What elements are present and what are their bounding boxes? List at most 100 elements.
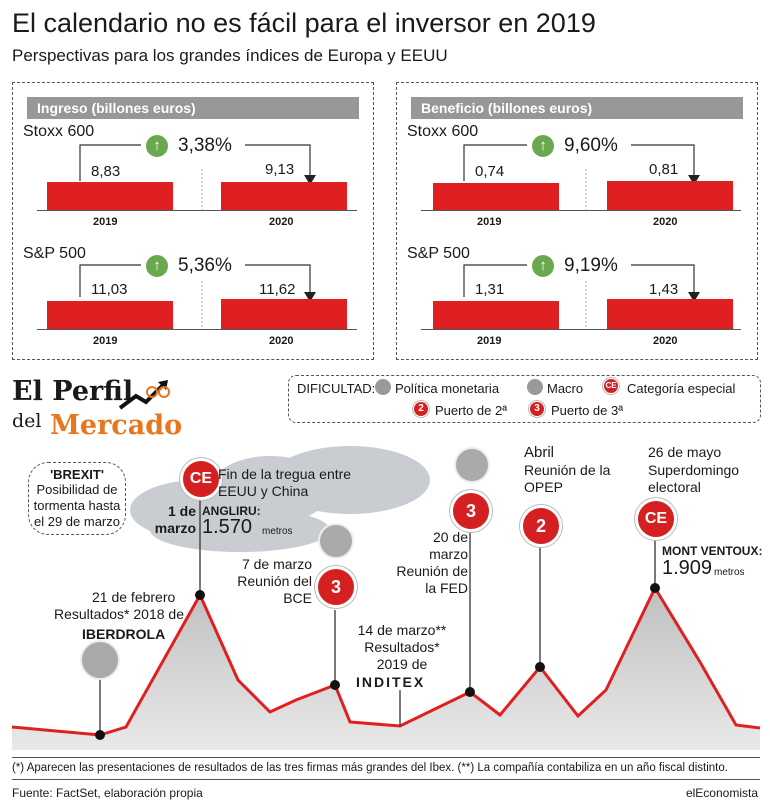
fed-label: 20 de marzo Reunión de la FED	[396, 529, 468, 596]
data-label: 11,62	[259, 281, 296, 298]
opep-date: Abril	[524, 444, 555, 461]
baseline	[421, 210, 741, 211]
brexit-title: 'BREXIT'	[50, 467, 104, 482]
data-label: 1,43	[649, 281, 679, 298]
arrow-up-icon: ↑	[146, 255, 168, 277]
stage-profile	[11, 446, 761, 750]
angliru-name: ANGLIRU:	[202, 504, 261, 518]
arrow-up-icon: ↑	[532, 135, 554, 157]
ingreso-panel-title: Ingreso (billones euros)	[27, 97, 359, 119]
change-label: 3,38%	[178, 135, 232, 156]
opep-text: Reunión de la OPEP	[524, 462, 611, 495]
change-connector	[463, 144, 700, 327]
coins-icon	[318, 523, 354, 559]
beneficio-panel-title: Beneficio (billones euros)	[411, 97, 743, 119]
legend-item: Política monetaria	[395, 381, 500, 396]
tick-label: 2019	[477, 216, 502, 228]
series-name: S&P 500	[23, 245, 86, 262]
change-connector	[79, 144, 316, 327]
tick-label: 2020	[269, 216, 294, 228]
brand-line1: El Perfil	[12, 376, 134, 407]
legend-item: Puerto de 3ª	[551, 403, 624, 418]
tick-label: 2020	[653, 216, 678, 228]
data-label: 8,83	[91, 163, 121, 180]
data-label: 9,13	[265, 161, 295, 178]
puerto-3-badge-icon: 3	[450, 490, 492, 532]
ventoux-altitude: 1.909	[662, 557, 713, 579]
beneficio-panel: Beneficio (billones euros) Stoxx 600 ↑ 9…	[396, 82, 758, 360]
legend-item: Puerto de 2ª	[435, 403, 508, 418]
trend-icon	[80, 640, 120, 680]
iberdrola-text: Resultados* 2018 de	[54, 606, 184, 622]
bar-beneficio-stoxx-2019	[433, 183, 559, 210]
puerto-2-badge-icon: 2	[413, 401, 429, 417]
inditex-text: Resultados* 2019 de	[364, 639, 440, 672]
tick-label: 2019	[93, 335, 118, 347]
bar-ingreso-stoxx-2019	[47, 182, 173, 210]
bar-ingreso-stoxx-2020	[221, 182, 347, 210]
trend-icon	[527, 379, 543, 395]
ingreso-panel: Ingreso (billones euros) Stoxx 600 ↑ 3,3…	[12, 82, 374, 360]
change-label: 5,36%	[178, 255, 232, 276]
mayo-date: 26 de mayo	[648, 444, 722, 460]
cyclist-logo-icon	[118, 380, 170, 410]
bar-beneficio-sp-2020	[607, 299, 733, 329]
ce-badge-icon: CE	[635, 498, 677, 540]
data-label: 0,74	[475, 163, 505, 180]
tick-label: 2020	[653, 335, 678, 347]
mayo-text: Superdomingo electoral	[648, 462, 740, 495]
puerto-3-badge-icon: 3	[315, 566, 357, 608]
footnote: (*) Aparecen las presentaciones de resul…	[12, 762, 728, 774]
baseline	[421, 329, 741, 330]
arrow-up-icon: ↑	[146, 135, 168, 157]
baseline	[37, 329, 357, 330]
metros-label: metros	[262, 526, 293, 537]
mountain-area	[12, 588, 760, 750]
footer-rule	[12, 779, 760, 780]
data-label: 0,81	[649, 161, 679, 178]
metros-label: metros	[714, 567, 745, 578]
bar-ingreso-sp-2020	[221, 299, 347, 329]
tick-label: 2019	[93, 216, 118, 228]
tick-label: 2020	[269, 335, 294, 347]
coins-icon	[375, 379, 391, 395]
storm-cloud-icon	[130, 446, 430, 552]
legend-item: Categoría especial	[627, 381, 736, 396]
bar-ingreso-sp-2019	[47, 301, 173, 329]
angliru-altitude: 1.570	[202, 516, 253, 538]
brand-line3: Mercado	[50, 410, 183, 441]
change-label: 9,60%	[564, 135, 618, 156]
tick-label: 2019	[477, 335, 502, 347]
page-title: El calendario no es fácil para el invers…	[12, 8, 596, 38]
series-name: Stoxx 600	[23, 123, 95, 140]
brexit-text: Posibilidad de tormenta hasta el 29 de m…	[33, 482, 121, 529]
ce-badge-icon: CE	[603, 378, 619, 394]
publisher: elEconomista	[685, 786, 758, 800]
puerto-2-badge-icon: 2	[520, 505, 562, 547]
iberdrola-date: 21 de febrero	[92, 589, 176, 605]
coins-icon	[454, 447, 490, 483]
inditex-date: 14 de marzo**	[357, 622, 447, 638]
puerto-3-badge-icon: 3	[529, 401, 545, 417]
brexit-callout: 'BREXIT' Posibilidad de tormenta hasta e…	[28, 462, 126, 535]
iberdrola-logo: IBERDROLA	[82, 626, 166, 642]
legend-item: Macro	[547, 381, 584, 396]
series-name: S&P 500	[407, 245, 470, 262]
bar-beneficio-stoxx-2020	[607, 181, 733, 210]
ventoux-name: MONT VENTOUX:	[662, 544, 763, 558]
baseline	[37, 210, 357, 211]
source: Fuente: FactSet, elaboración propia	[12, 786, 203, 800]
ce-badge-icon: CE	[180, 458, 222, 500]
change-label: 9,19%	[564, 255, 618, 276]
brand-line2: del	[12, 410, 42, 432]
footer-rule	[12, 757, 760, 758]
page-subtitle: Perspectivas para los grandes índices de…	[12, 46, 448, 65]
legend: DIFICULTAD: Política monetaria Macro CE …	[288, 375, 761, 423]
angliru-date: 1 de marzo	[154, 503, 196, 536]
legend-title: DIFICULTAD:	[297, 381, 376, 396]
bce-label: 7 de marzo Reunión del BCE	[237, 556, 312, 606]
arrow-up-icon: ↑	[532, 255, 554, 277]
inditex-logo: INDITEX	[356, 674, 426, 690]
data-label: 1,31	[475, 281, 505, 298]
tregua-label: Fin de la tregua entre EEUU y China	[218, 466, 352, 499]
